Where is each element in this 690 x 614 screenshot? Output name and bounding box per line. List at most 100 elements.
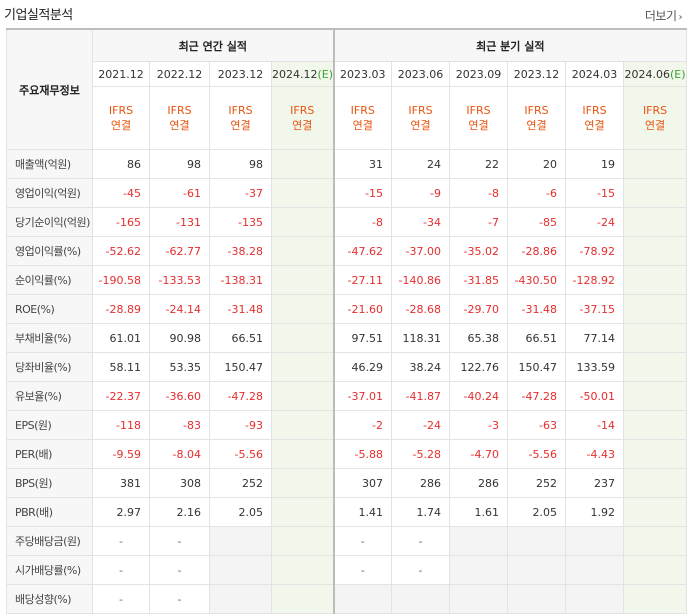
period-header: 2024.06(E) — [623, 61, 688, 87]
value-cell: -29.70 — [449, 294, 509, 324]
value-cell: -9.59 — [92, 439, 150, 469]
row-label: 유보율(%) — [6, 381, 93, 411]
value-cell — [270, 323, 335, 353]
value-cell: -135 — [209, 207, 272, 237]
value-cell — [270, 410, 335, 440]
basis-consolidated: 연결 — [644, 119, 666, 132]
value-cell: - — [149, 555, 210, 585]
basis-header: IFRS 연결 — [149, 86, 210, 150]
row-label: 시가배당률(%) — [6, 555, 93, 585]
value-cell — [449, 555, 509, 585]
value-cell: - — [92, 526, 150, 556]
basis-row: IFRS 연결 IFRS 연결 IFRS 연결 IFRS 연결 IFRS 연결 IFRS 연결 IFRS… — [7, 86, 688, 150]
value-cell — [623, 468, 688, 498]
value-cell — [270, 207, 335, 237]
value-cell: -14 — [565, 410, 625, 440]
value-cell — [270, 439, 335, 469]
value-cell — [270, 468, 335, 498]
value-cell: -36.60 — [149, 381, 210, 411]
value-cell: -85 — [507, 207, 567, 237]
value-cell — [623, 555, 688, 585]
basis-header: IFRS 연결 — [270, 86, 335, 150]
value-cell — [270, 294, 335, 324]
table-row: BPS(원) 381 308 252 307 286 286 252 237 — [6, 468, 688, 498]
value-cell: -21.60 — [332, 294, 393, 324]
basis-ifrs: IFRS — [582, 104, 607, 117]
value-cell: 2.16 — [149, 497, 210, 527]
basis-consolidated: 연결 — [584, 119, 605, 132]
value-cell: -5.28 — [391, 439, 451, 469]
value-cell: -37 — [209, 178, 272, 208]
value-cell: -7 — [449, 207, 509, 237]
value-cell — [270, 555, 335, 585]
value-cell: 308 — [149, 468, 210, 498]
value-cell: -93 — [209, 410, 272, 440]
value-cell — [623, 265, 688, 295]
value-cell: - — [332, 526, 393, 556]
value-cell: 22 — [449, 149, 509, 179]
basis-consolidated: 연결 — [230, 119, 251, 132]
value-cell: 252 — [507, 468, 567, 498]
row-label: 당좌비율(%) — [6, 352, 93, 382]
value-cell: 19 — [565, 149, 625, 179]
value-cell: -28.68 — [391, 294, 451, 324]
value-cell: -31.48 — [209, 294, 272, 324]
value-cell: -52.62 — [92, 236, 150, 266]
value-cell: -133.53 — [149, 265, 210, 295]
basis-header: IFRS 연결 — [92, 86, 150, 150]
value-cell: -5.56 — [209, 439, 272, 469]
value-cell: 133.59 — [565, 352, 625, 382]
row-label: 영업이익(억원) — [6, 178, 93, 208]
chevron-right-icon: › — [678, 12, 683, 23]
value-cell: -63 — [507, 410, 567, 440]
value-cell: -28.86 — [507, 236, 567, 266]
basis-consolidated: 연결 — [169, 119, 190, 132]
value-cell: -5.88 — [332, 439, 393, 469]
basis-header: IFRS 연결 — [209, 86, 272, 150]
basis-header: IFRS 연결 — [623, 86, 688, 150]
value-cell: -140.86 — [391, 265, 451, 295]
value-cell: -131 — [149, 207, 210, 237]
row-label: 주당배당금(원) — [6, 526, 93, 556]
table-body: 매출액(억원) 86 98 98 31 24 22 20 19 영업이익(억원) -45 -61 -37… — [6, 149, 688, 614]
value-cell — [507, 526, 567, 556]
value-cell: 66.51 — [209, 323, 272, 353]
value-cell: -5.56 — [507, 439, 567, 469]
value-cell: 307 — [332, 468, 393, 498]
value-cell — [270, 526, 335, 556]
value-cell: 98 — [149, 149, 210, 179]
basis-ifrs: IFRS — [228, 104, 253, 117]
table-row: PER(배) -9.59 -8.04 -5.56 -5.88 -5.28 -4.70 -5.5… — [6, 439, 688, 469]
value-cell — [623, 352, 688, 382]
basis-consolidated: 연결 — [410, 119, 431, 132]
value-cell: 58.11 — [92, 352, 150, 382]
value-cell: -24.14 — [149, 294, 210, 324]
period-header: 2023.09 — [449, 61, 509, 87]
value-cell: 1.92 — [565, 497, 625, 527]
table-row: 부채비율(%) 61.01 90.98 66.51 97.51 118.31 65.38 66… — [6, 323, 688, 353]
table-row: 유보율(%) -22.37 -36.60 -47.28 -37.01 -41.87 -40.… — [6, 381, 688, 411]
value-cell: -61 — [149, 178, 210, 208]
basis-ifrs: IFRS — [408, 104, 433, 117]
value-cell: -9 — [391, 178, 451, 208]
value-cell: -6 — [507, 178, 567, 208]
value-cell — [507, 555, 567, 585]
table-row: 시가배당률(%) - - - - — [6, 555, 688, 585]
value-cell — [623, 236, 688, 266]
basis-header: IFRS 연결 — [507, 86, 567, 150]
period-text: 2024.06 — [624, 67, 671, 81]
more-link[interactable]: 더보기 › — [645, 7, 683, 24]
value-cell: -83 — [149, 410, 210, 440]
value-cell: 98 — [209, 149, 272, 179]
period-row: 2021.12 2022.12 2023.12 2024.12(E) 2023.03 20… — [7, 61, 688, 87]
row-label: 당기순이익(억원) — [6, 207, 93, 237]
value-cell: -4.70 — [449, 439, 509, 469]
value-cell: -31.85 — [449, 265, 509, 295]
financial-summary-panel: 기업실적분석 더보기 › 주요재무정보 최근 연간 실적 최근 분기 실적 202… — [4, 7, 688, 614]
value-cell — [623, 178, 688, 208]
table-row: EPS(원) -118 -83 -93 -2 -24 -3 -63 -14 — [6, 410, 688, 440]
value-cell: -47.62 — [332, 236, 393, 266]
value-cell — [623, 149, 688, 179]
value-cell — [209, 526, 272, 556]
basis-ifrs: IFRS — [290, 104, 315, 117]
